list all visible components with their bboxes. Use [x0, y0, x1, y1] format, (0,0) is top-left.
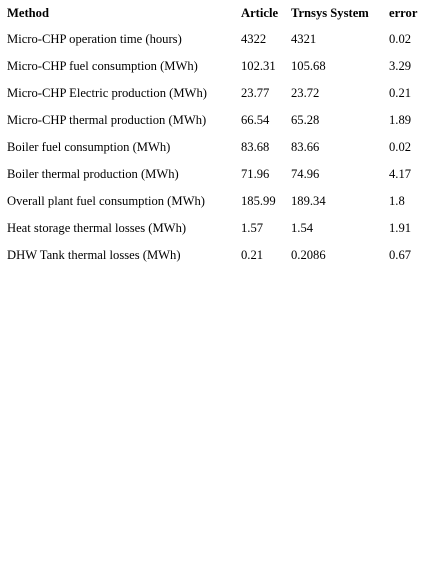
cell-error: 0.02 [389, 140, 412, 154]
cell-trnsys: 4321 [291, 32, 317, 46]
header-method: Method [7, 6, 49, 20]
cell-article: 1.57 [241, 221, 264, 235]
table-row: Micro-CHP fuel consumption (MWh) 102.31 … [5, 59, 427, 86]
cell-trnsys: 105.68 [291, 59, 326, 73]
cell-method: Micro-CHP operation time (hours) [7, 32, 182, 46]
cell-article: 71.96 [241, 167, 270, 181]
table-row: Boiler thermal production (MWh) 71.96 74… [5, 167, 427, 194]
header-error: error [389, 6, 418, 20]
cell-error: 0.02 [389, 32, 412, 46]
cell-error: 1.8 [389, 194, 405, 208]
cell-article: 0.21 [241, 248, 264, 262]
table-row: DHW Tank thermal losses (MWh) 0.21 0.208… [5, 248, 427, 275]
table-body: Micro-CHP operation time (hours) 4322 43… [5, 32, 427, 275]
cell-article: 83.68 [241, 140, 270, 154]
cell-article: 185.99 [241, 194, 276, 208]
cell-trnsys: 74.96 [291, 167, 320, 181]
cell-method: Overall plant fuel consumption (MWh) [7, 194, 205, 208]
table-row: Overall plant fuel consumption (MWh) 185… [5, 194, 427, 221]
cell-article: 4322 [241, 32, 267, 46]
cell-method: DHW Tank thermal losses (MWh) [7, 248, 181, 262]
comparison-table: Method Article Trnsys System error Micro… [5, 6, 427, 275]
cell-method: Micro-CHP thermal production (MWh) [7, 113, 207, 127]
header-article: Article [241, 6, 279, 20]
table-header: Method Article Trnsys System error [5, 6, 427, 32]
cell-method: Micro-CHP fuel consumption (MWh) [7, 59, 198, 73]
table-row: Heat storage thermal losses (MWh) 1.57 1… [5, 221, 427, 248]
cell-trnsys: 23.72 [291, 86, 320, 100]
cell-method: Micro-CHP Electric production (MWh) [7, 86, 207, 100]
cell-article: 66.54 [241, 113, 270, 127]
table-row: Micro-CHP operation time (hours) 4322 43… [5, 32, 427, 59]
header-row: Method Article Trnsys System error [5, 6, 427, 32]
cell-trnsys: 0.2086 [291, 248, 326, 262]
table-row: Boiler fuel consumption (MWh) 83.68 83.6… [5, 140, 427, 167]
table-row: Micro-CHP Electric production (MWh) 23.7… [5, 86, 427, 113]
cell-article: 23.77 [241, 86, 270, 100]
header-trnsys-system: Trnsys System [291, 6, 369, 20]
cell-error: 3.29 [389, 59, 412, 73]
cell-trnsys: 83.66 [291, 140, 320, 154]
cell-method: Heat storage thermal losses (MWh) [7, 221, 187, 235]
cell-error: 1.91 [389, 221, 412, 235]
cell-error: 4.17 [389, 167, 412, 181]
cell-trnsys: 65.28 [291, 113, 320, 127]
cell-error: 0.21 [389, 86, 412, 100]
cell-error: 1.89 [389, 113, 412, 127]
cell-trnsys: 1.54 [291, 221, 314, 235]
cell-method: Boiler fuel consumption (MWh) [7, 140, 171, 154]
cell-article: 102.31 [241, 59, 276, 73]
cell-error: 0.67 [389, 248, 412, 262]
cell-trnsys: 189.34 [291, 194, 326, 208]
table-row: Micro-CHP thermal production (MWh) 66.54… [5, 113, 427, 140]
cell-method: Boiler thermal production (MWh) [7, 167, 179, 181]
